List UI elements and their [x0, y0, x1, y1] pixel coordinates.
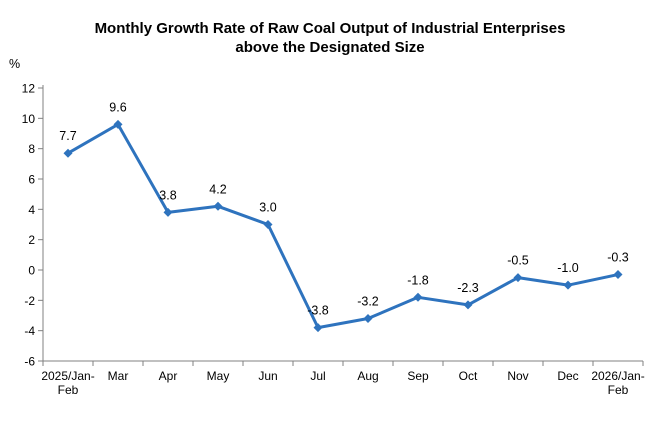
- data-point-label: 3.0: [259, 201, 276, 215]
- data-point-label: -0.3: [607, 251, 629, 265]
- data-point-label: 9.6: [109, 100, 126, 114]
- y-tick-label: 4: [28, 203, 35, 217]
- data-point-marker: [513, 273, 523, 283]
- data-point-marker: [413, 292, 423, 302]
- data-point-label: -3.8: [307, 304, 329, 318]
- y-tick-label: -4: [24, 324, 35, 338]
- y-axis-unit-label: %: [9, 57, 20, 71]
- data-point-marker: [263, 220, 273, 229]
- x-category-label: Dec: [557, 369, 578, 383]
- x-category-label: 2026/Jan-: [591, 369, 644, 383]
- data-point-label: -0.5: [507, 254, 529, 268]
- y-tick-label: -6: [24, 355, 35, 369]
- y-tick-label: 10: [22, 112, 36, 126]
- data-point-marker: [63, 148, 73, 158]
- data-point-marker: [463, 300, 473, 310]
- y-tick-label: 0: [28, 264, 35, 278]
- data-point-marker: [563, 280, 573, 290]
- y-tick-label: -2: [24, 294, 35, 308]
- data-point-label: 4.2: [209, 182, 226, 196]
- x-category-label: Aug: [357, 369, 378, 383]
- x-category-label: Feb: [608, 383, 629, 397]
- data-point-marker: [613, 270, 623, 280]
- x-category-label: Feb: [58, 383, 79, 397]
- chart-title-line-1: Monthly Growth Rate of Raw Coal Output o…: [95, 20, 566, 37]
- data-point-marker: [313, 323, 323, 333]
- y-tick-label: 2: [28, 233, 35, 247]
- data-point-label: -3.2: [357, 295, 379, 309]
- x-category-label: Jul: [310, 369, 325, 383]
- series-line: [66, 122, 620, 330]
- data-point-label: -2.3: [457, 281, 479, 295]
- data-point-marker: [163, 207, 173, 217]
- x-category-label: 2025/Jan-: [41, 369, 94, 383]
- data-point-label: -1.8: [407, 273, 429, 287]
- x-category-label: Mar: [108, 369, 129, 383]
- data-point-label: 3.8: [159, 188, 176, 202]
- x-category-label: Jun: [258, 369, 277, 383]
- data-point-marker: [113, 119, 123, 129]
- y-tick-label: 8: [28, 142, 35, 156]
- data-point-marker: [213, 201, 223, 211]
- x-category-label: Oct: [459, 369, 478, 383]
- data-point-label: -1.0: [557, 261, 579, 275]
- y-tick-label: 12: [22, 82, 36, 96]
- data-point-marker: [363, 314, 373, 324]
- y-tick-label: 6: [28, 173, 35, 187]
- x-category-label: Apr: [159, 369, 178, 383]
- x-category-label: May: [207, 369, 230, 383]
- chart-title-line-2: above the Designated Size: [235, 39, 424, 56]
- data-point-label: 7.7: [59, 129, 76, 143]
- x-category-label: Sep: [407, 369, 429, 383]
- x-category-label: Nov: [507, 369, 528, 383]
